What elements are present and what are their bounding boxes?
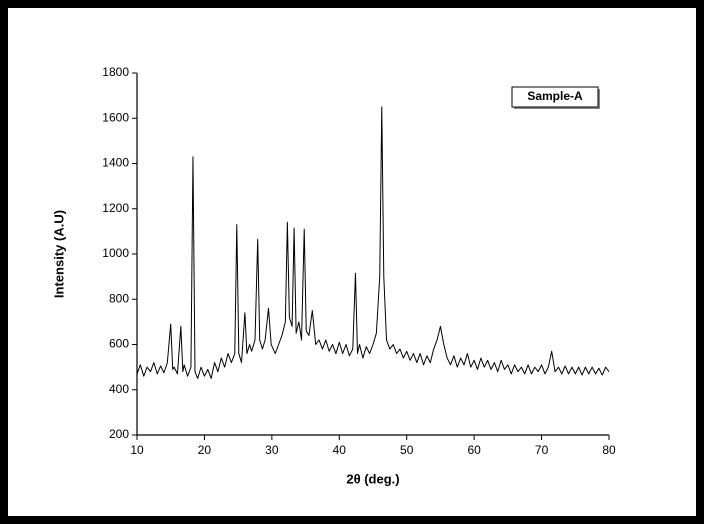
x-tick-label: 50	[400, 443, 414, 457]
y-tick-label: 600	[109, 337, 129, 351]
x-tick-label: 40	[333, 443, 347, 457]
legend-text: Sample-A	[527, 89, 583, 103]
x-tick-label: 30	[265, 443, 279, 457]
x-tick-label: 60	[467, 443, 481, 457]
x-tick-label: 70	[535, 443, 549, 457]
y-tick-label: 200	[109, 427, 129, 441]
x-axis-title: 2θ (deg.)	[346, 471, 399, 486]
y-tick-label: 800	[109, 291, 129, 305]
y-tick-label: 1000	[102, 246, 129, 260]
x-tick-label: 20	[198, 443, 212, 457]
y-axis-title: Intensity (A.U)	[51, 210, 66, 298]
data-line	[136, 106, 610, 379]
y-tick-label: 1800	[102, 65, 129, 79]
y-tick-label: 1200	[102, 201, 129, 215]
legend-box	[511, 86, 599, 108]
y-tick-label: 1600	[102, 110, 129, 124]
x-tick-label: 80	[602, 443, 616, 457]
x-tick-label: 10	[130, 443, 144, 457]
y-tick-label: 1400	[102, 156, 129, 170]
y-tick-label: 400	[109, 382, 129, 396]
